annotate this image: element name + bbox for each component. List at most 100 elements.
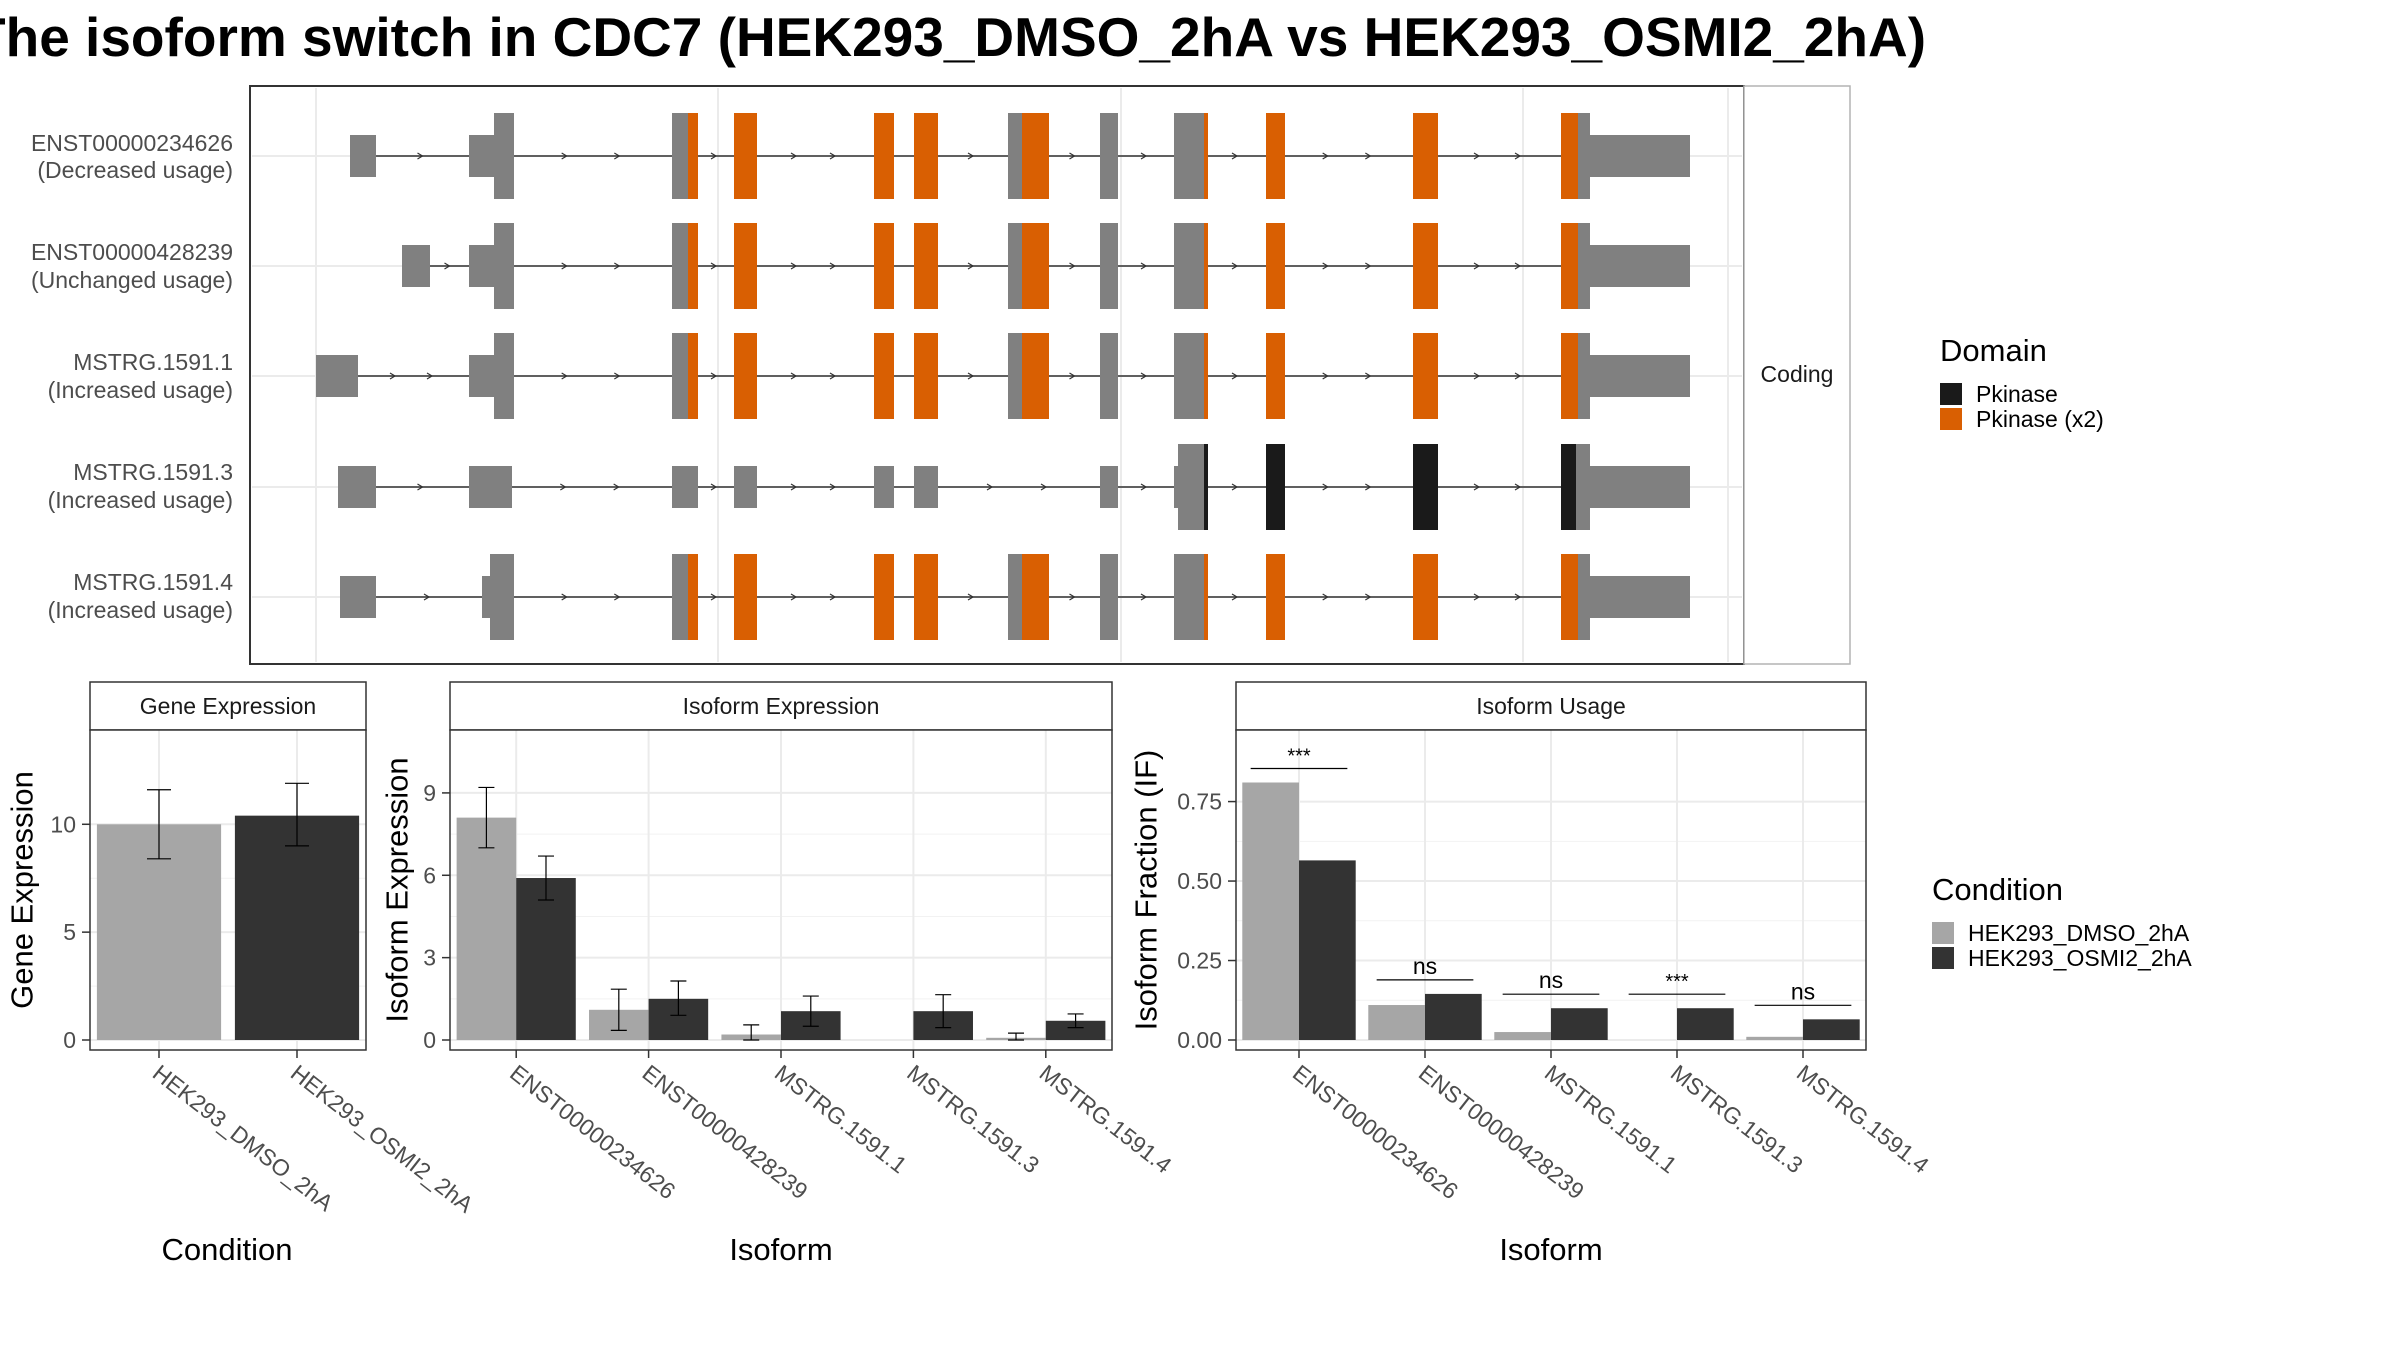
intron-arrow — [829, 262, 837, 270]
exon — [316, 355, 358, 397]
intron-arrow — [1140, 262, 1148, 270]
intron-arrow — [710, 372, 718, 380]
exon — [1578, 554, 1590, 640]
exon — [1100, 333, 1118, 419]
y-tick-label: 0.00 — [1177, 1027, 1222, 1053]
exon — [1561, 113, 1578, 199]
exon — [1022, 554, 1049, 640]
intron-arrow — [790, 593, 798, 601]
isoform-label-id: MSTRG.1591.3 — [73, 459, 233, 485]
exon — [874, 333, 894, 419]
intron-arrow — [1473, 483, 1481, 491]
intron-arrow — [790, 262, 798, 270]
exon — [1578, 113, 1590, 199]
exon — [1008, 333, 1022, 419]
exon — [1561, 223, 1578, 309]
intron-arrow — [561, 593, 568, 601]
exon — [1204, 113, 1208, 199]
panel-title: Isoform Usage — [1476, 693, 1626, 719]
intron-arrow — [790, 152, 798, 160]
exon — [1008, 113, 1022, 199]
intron-arrow — [1231, 152, 1239, 160]
legend-label-osmi2: HEK293_OSMI2_2hA — [1968, 945, 2192, 971]
exon — [914, 554, 938, 640]
exon — [874, 554, 894, 640]
exon — [1266, 333, 1285, 419]
bar — [1368, 1005, 1425, 1040]
significance-label: ns — [1791, 978, 1815, 1004]
exon — [1590, 245, 1690, 287]
y-tick-label: 3 — [423, 945, 436, 971]
exon — [672, 113, 688, 199]
isoform-label-id: MSTRG.1591.1 — [73, 349, 233, 375]
intron-arrow — [710, 152, 718, 160]
y-tick-label: 10 — [50, 811, 76, 837]
exon — [1578, 333, 1590, 419]
bar — [1551, 1008, 1608, 1040]
bar — [1045, 1020, 1106, 1040]
exon — [1174, 333, 1204, 419]
intron-arrow — [1231, 262, 1239, 270]
exon — [874, 466, 894, 508]
exon — [469, 355, 494, 397]
transcript-row — [402, 223, 1690, 309]
intron-arrow — [1140, 593, 1148, 601]
exon — [874, 223, 894, 309]
bar — [96, 824, 222, 1040]
transcript-row — [350, 113, 1690, 199]
intron-arrow — [986, 483, 994, 491]
intron-arrow — [829, 152, 837, 160]
exon — [688, 113, 698, 199]
exon — [469, 135, 494, 177]
exon — [1204, 223, 1208, 309]
exon — [402, 245, 430, 287]
domain-legend-title: Domain — [1940, 333, 2047, 368]
intron-arrow — [1140, 483, 1148, 491]
legend-key-osmi2 — [1932, 947, 1954, 969]
intron-arrow — [1514, 483, 1522, 491]
condition-legend: Condition HEK293_DMSO_2hA HEK293_OSMI2_2… — [1932, 872, 2192, 971]
intron-arrow — [560, 483, 567, 491]
intron-arrow — [967, 593, 975, 601]
y-axis-title: Gene Expression — [5, 771, 40, 1009]
isoform-label-usage: (Decreased usage) — [37, 157, 233, 183]
x-tick-label: MSTRG.1591.4 — [1035, 1059, 1177, 1178]
y-tick-label: 0 — [423, 1027, 436, 1053]
intron-arrow — [1069, 593, 1076, 601]
exon — [1204, 444, 1208, 530]
intron-arrow — [967, 152, 975, 160]
bar — [1425, 993, 1482, 1040]
intron-arrow — [1069, 152, 1076, 160]
intron-arrow — [710, 593, 718, 601]
bar — [1803, 1019, 1860, 1040]
y-tick-label: 0.25 — [1177, 948, 1222, 974]
exon — [1266, 223, 1285, 309]
intron-arrow — [1231, 483, 1239, 491]
exon — [494, 113, 514, 199]
intron-arrow — [1231, 372, 1239, 380]
x-tick-label: MSTRG.1591.1 — [770, 1059, 912, 1178]
exon — [1022, 223, 1049, 309]
exon — [672, 554, 688, 640]
legend-label-pkinase-x2: Pkinase (x2) — [1976, 406, 2104, 432]
exon — [1590, 466, 1690, 508]
intron-arrow — [1514, 593, 1522, 601]
exon — [482, 576, 490, 618]
exon — [490, 554, 514, 640]
significance-label: ns — [1413, 953, 1437, 979]
exon — [672, 333, 688, 419]
intron-arrow — [1365, 152, 1372, 160]
legend-key-pkinase-x2 — [1940, 408, 1962, 430]
intron-arrow — [967, 372, 975, 380]
exon — [688, 554, 698, 640]
exon — [340, 576, 376, 618]
intron-arrow — [710, 262, 718, 270]
legend-label-pkinase: Pkinase — [1976, 381, 2058, 407]
exon — [1590, 576, 1690, 618]
intron-arrow — [790, 483, 798, 491]
bar — [1677, 1008, 1734, 1040]
exon — [1174, 113, 1204, 199]
exon — [1008, 554, 1022, 640]
exon — [469, 245, 494, 287]
isoform-label-id: ENST00000428239 — [31, 239, 233, 265]
